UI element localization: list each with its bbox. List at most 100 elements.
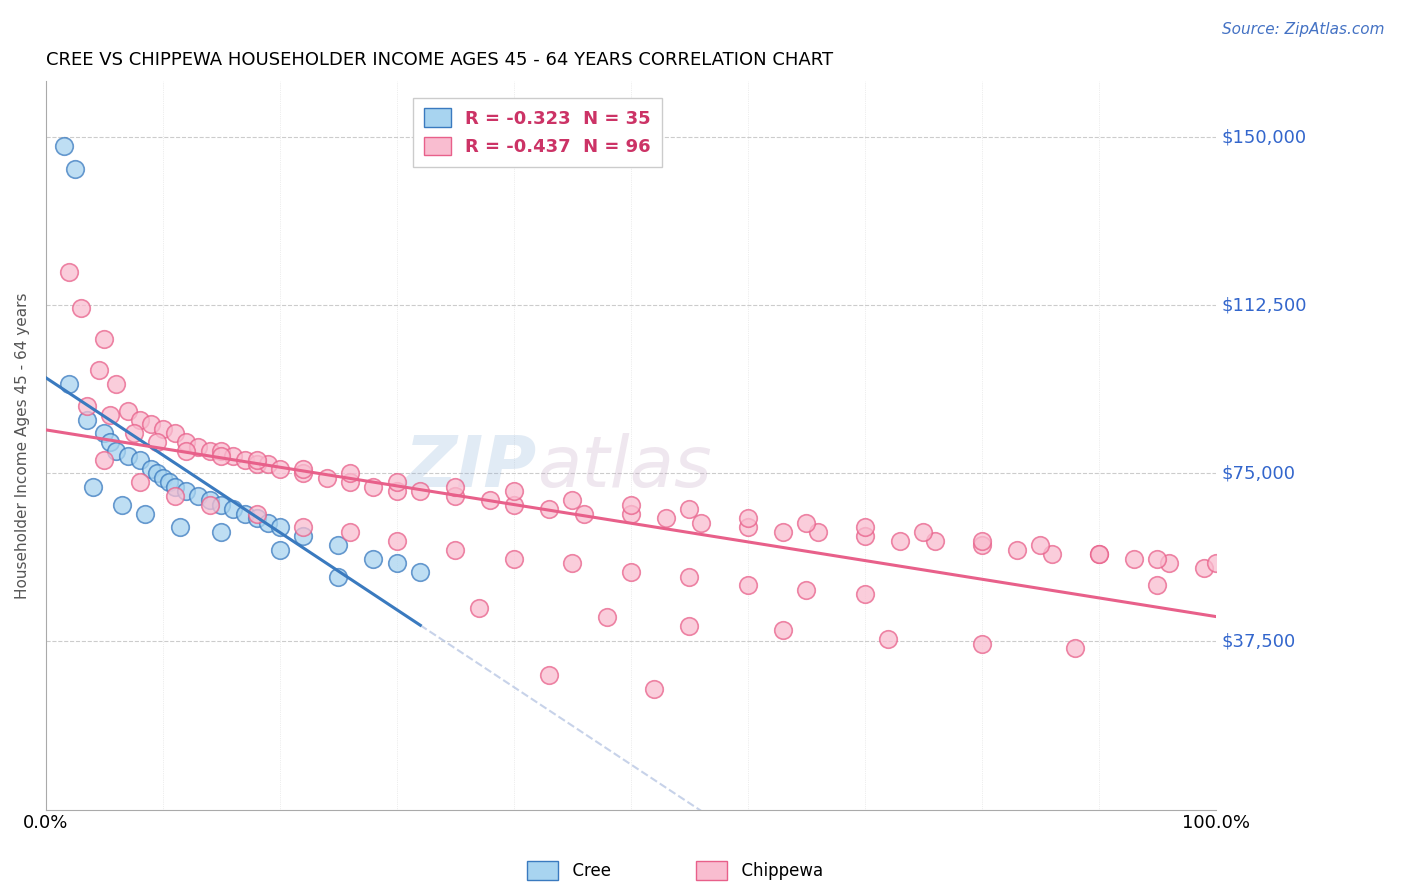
Point <box>292 529 315 543</box>
Text: $112,500: $112,500 <box>1222 296 1308 314</box>
Point <box>152 471 174 485</box>
Point <box>970 533 993 548</box>
Point <box>128 475 150 490</box>
Y-axis label: Householder Income Ages 45 - 64 years: Householder Income Ages 45 - 64 years <box>15 293 30 599</box>
Point <box>58 376 80 391</box>
Point <box>502 484 524 499</box>
Point <box>690 516 713 530</box>
Point <box>117 449 139 463</box>
Text: ZIP: ZIP <box>405 433 537 502</box>
Point <box>269 462 291 476</box>
Point <box>678 619 700 633</box>
Point <box>52 139 75 153</box>
Point <box>163 480 186 494</box>
Point <box>163 489 186 503</box>
Point <box>292 520 315 534</box>
Point <box>111 498 134 512</box>
Point <box>245 458 267 472</box>
Point <box>76 412 98 426</box>
Point <box>98 408 121 422</box>
Text: $75,000: $75,000 <box>1222 465 1295 483</box>
Point <box>209 449 232 463</box>
Point <box>807 524 830 539</box>
Point <box>479 493 502 508</box>
Point <box>198 444 221 458</box>
Point <box>141 417 163 432</box>
Point <box>853 587 876 601</box>
Point <box>82 480 104 494</box>
Point <box>561 556 583 570</box>
Point <box>209 498 232 512</box>
Point <box>152 422 174 436</box>
Point <box>1205 556 1227 570</box>
Point <box>315 471 337 485</box>
Point <box>117 403 139 417</box>
Point <box>198 493 221 508</box>
Point <box>620 565 643 579</box>
Point <box>187 489 209 503</box>
Point <box>409 484 432 499</box>
Point <box>269 520 291 534</box>
Point <box>1087 547 1109 561</box>
Point <box>292 467 315 481</box>
Point <box>187 440 209 454</box>
Point <box>146 435 169 450</box>
Text: CREE VS CHIPPEWA HOUSEHOLDER INCOME AGES 45 - 64 YEARS CORRELATION CHART: CREE VS CHIPPEWA HOUSEHOLDER INCOME AGES… <box>46 51 834 69</box>
Point <box>245 453 267 467</box>
Point <box>105 444 128 458</box>
Point <box>502 551 524 566</box>
Text: $37,500: $37,500 <box>1222 632 1296 650</box>
Point <box>176 484 198 499</box>
Point <box>877 632 900 647</box>
Point <box>269 542 291 557</box>
Point <box>70 301 93 315</box>
Point <box>93 426 115 441</box>
Point <box>87 363 110 377</box>
Point <box>385 484 408 499</box>
Point <box>1064 641 1087 656</box>
Point <box>163 426 186 441</box>
Point <box>537 502 560 516</box>
Point <box>1029 538 1052 552</box>
Point <box>1157 556 1180 570</box>
Point <box>853 529 876 543</box>
Point <box>134 507 156 521</box>
Point <box>409 565 432 579</box>
Point <box>970 538 993 552</box>
Point <box>1192 560 1215 574</box>
Point <box>444 542 467 557</box>
Text: $150,000: $150,000 <box>1222 128 1306 146</box>
Point <box>444 480 467 494</box>
Point <box>1087 547 1109 561</box>
Text: Cree: Cree <box>562 863 612 880</box>
Point <box>233 453 256 467</box>
Point <box>537 668 560 682</box>
Point <box>76 399 98 413</box>
Point <box>444 489 467 503</box>
Text: Source: ZipAtlas.com: Source: ZipAtlas.com <box>1222 22 1385 37</box>
Point <box>794 582 817 597</box>
Text: Chippewa: Chippewa <box>731 863 824 880</box>
Point <box>245 507 267 521</box>
Point <box>655 511 678 525</box>
Point <box>98 435 121 450</box>
Point <box>328 538 350 552</box>
Point <box>924 533 946 548</box>
Point <box>794 516 817 530</box>
Point <box>1146 551 1168 566</box>
Point <box>233 507 256 521</box>
Point <box>198 498 221 512</box>
Point <box>176 444 198 458</box>
Point <box>737 520 759 534</box>
Point <box>385 533 408 548</box>
Point <box>93 332 115 346</box>
Point <box>209 524 232 539</box>
Point <box>339 524 361 539</box>
Point <box>157 475 180 490</box>
Point <box>257 516 280 530</box>
Point <box>561 493 583 508</box>
Point <box>328 569 350 583</box>
Point <box>572 507 595 521</box>
Point <box>209 444 232 458</box>
Point <box>169 520 191 534</box>
